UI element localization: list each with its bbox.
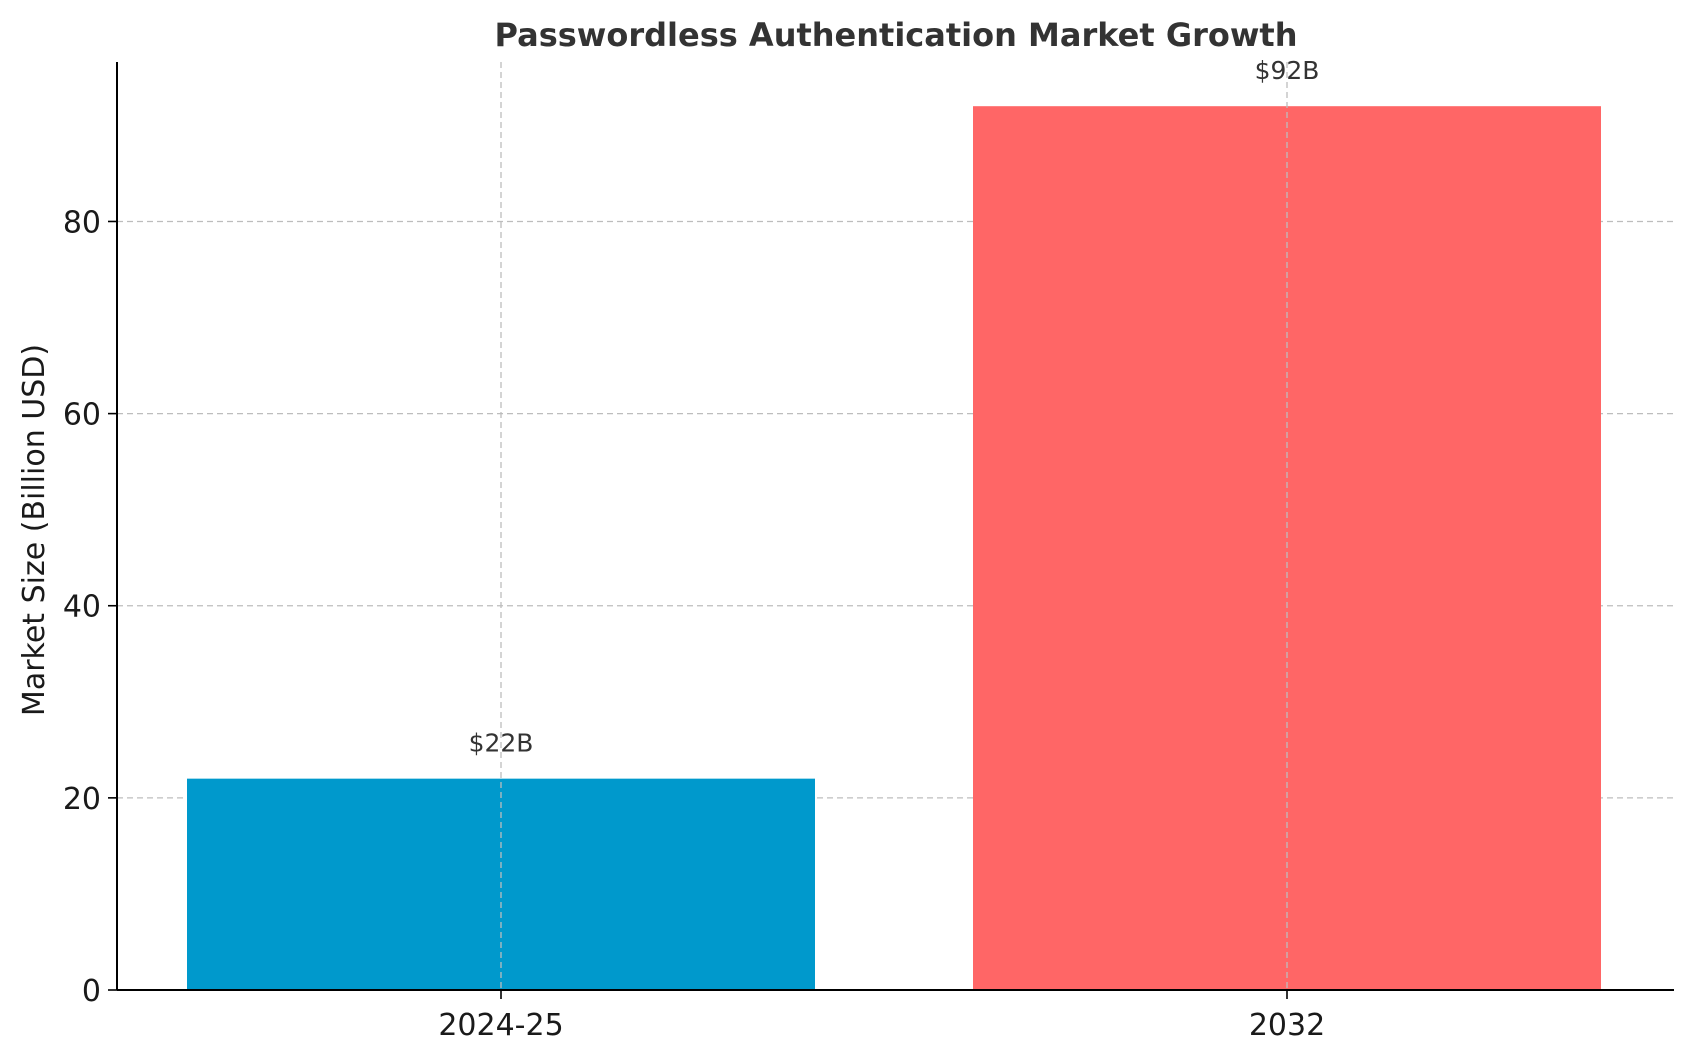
vertical-grid <box>500 62 1288 990</box>
data-label-2032: $92B <box>1255 56 1320 85</box>
chart-title: Passwordless Authentication Market Growt… <box>495 16 1298 54</box>
y-tick-label-20: 20 <box>63 782 101 817</box>
data-label-2024-25: $22B <box>469 729 534 758</box>
y-tick-label-0: 0 <box>82 974 101 1009</box>
y-tick-label-80: 80 <box>63 205 101 240</box>
bars <box>187 106 1601 990</box>
axes <box>108 62 1674 999</box>
y-axis-label: Market Size (Billion USD) <box>17 344 52 716</box>
data-labels: $22B $92B <box>469 56 1320 757</box>
y-tick-label-60: 60 <box>63 398 101 433</box>
y-tick-label-40: 40 <box>63 590 101 625</box>
tick-labels: 0 20 40 60 80 2024-25 2032 <box>63 205 1325 1043</box>
x-tick-label-2024-25: 2024-25 <box>438 1008 563 1043</box>
x-tick-label-2032: 2032 <box>1249 1008 1325 1043</box>
